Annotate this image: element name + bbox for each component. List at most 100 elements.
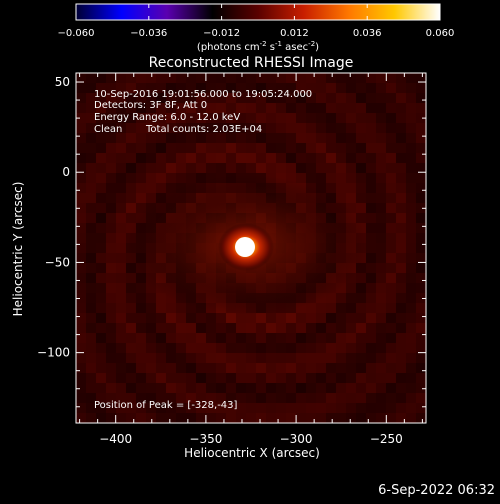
- heatmap-cell: [256, 373, 266, 383]
- heatmap-cell: [76, 93, 86, 103]
- heatmap-cell: [296, 363, 306, 373]
- heatmap-cell: [246, 363, 256, 373]
- heatmap-cell: [336, 153, 346, 163]
- heatmap-cell: [416, 293, 426, 303]
- y-tick-label: −50: [45, 255, 70, 269]
- heatmap-cell: [386, 243, 396, 253]
- heatmap-cell: [286, 363, 296, 373]
- heatmap-cell: [156, 303, 166, 313]
- heatmap-cell: [366, 383, 376, 393]
- heatmap-cell: [256, 103, 266, 113]
- heatmap-cell: [356, 283, 366, 293]
- heatmap-cell: [336, 103, 346, 113]
- heatmap-cell: [186, 303, 196, 313]
- heatmap-cell: [386, 223, 396, 233]
- heatmap-cell: [116, 83, 126, 93]
- heatmap-cell: [226, 153, 236, 163]
- heatmap-cell: [126, 293, 136, 303]
- heatmap-cell: [166, 363, 176, 373]
- heatmap-cell: [366, 313, 376, 323]
- heatmap-cell: [396, 263, 406, 273]
- heatmap-cell: [336, 413, 346, 423]
- heatmap-cell: [406, 73, 416, 83]
- heatmap-cell: [146, 363, 156, 373]
- heatmap-cell: [416, 363, 426, 373]
- heatmap-cell: [126, 163, 136, 173]
- heatmap-cell: [76, 333, 86, 343]
- heatmap-cell: [326, 73, 336, 83]
- heatmap-cell: [336, 113, 346, 123]
- heatmap-cell: [146, 193, 156, 203]
- heatmap-cell: [396, 193, 406, 203]
- heatmap-cell: [396, 313, 406, 323]
- heatmap-cell: [276, 403, 286, 413]
- heatmap-cell: [116, 183, 126, 193]
- heatmap-cell: [306, 163, 316, 173]
- heatmap-cell: [376, 173, 386, 183]
- heatmap-cell: [156, 163, 166, 173]
- heatmap-cell: [106, 213, 116, 223]
- heatmap-cell: [206, 123, 216, 133]
- heatmap-cell: [86, 133, 96, 143]
- heatmap-cell: [106, 143, 116, 153]
- heatmap-cell: [376, 393, 386, 403]
- heatmap-cell: [116, 93, 126, 103]
- heatmap-cell: [406, 273, 416, 283]
- heatmap-cell: [416, 273, 426, 283]
- heatmap-cell: [186, 83, 196, 93]
- heatmap-cell: [106, 163, 116, 173]
- heatmap-cell: [316, 173, 326, 183]
- heatmap-cell: [76, 293, 86, 303]
- heatmap-cell: [146, 383, 156, 393]
- heatmap-cell: [226, 413, 236, 423]
- heatmap-cell: [76, 223, 86, 233]
- heatmap-cell: [176, 373, 186, 383]
- heatmap-cell: [276, 373, 286, 383]
- heatmap-cell: [406, 353, 416, 363]
- heatmap-cell: [116, 303, 126, 313]
- heatmap-cell: [356, 193, 366, 203]
- heatmap-cell: [346, 103, 356, 113]
- heatmap-cell: [386, 283, 396, 293]
- heatmap-cell: [406, 293, 416, 303]
- heatmap-cell: [166, 183, 176, 193]
- heatmap-cell: [106, 383, 116, 393]
- heatmap-cell: [236, 323, 246, 333]
- heatmap-cell: [386, 293, 396, 303]
- heatmap-cell: [176, 153, 186, 163]
- heatmap-cell: [106, 323, 116, 333]
- heatmap-cell: [406, 143, 416, 153]
- x-tick-label: −300: [280, 432, 313, 446]
- heatmap-cell: [76, 263, 86, 273]
- heatmap-cell: [136, 343, 146, 353]
- heatmap-cell: [406, 333, 416, 343]
- heatmap-cell: [116, 253, 126, 263]
- heatmap-cell: [96, 223, 106, 233]
- axes: −400 −350 −300 −250 50 0 −50 −100: [37, 73, 426, 446]
- heatmap-cell: [236, 93, 246, 103]
- heatmap-cell: [246, 83, 256, 93]
- heatmap-cell: [286, 103, 296, 113]
- heatmap-cell: [256, 413, 266, 423]
- heatmap-cell: [356, 203, 366, 213]
- heatmap-cell: [326, 323, 336, 333]
- colorbar-tick-label: −0.036: [130, 28, 167, 39]
- heatmap-cell: [116, 413, 126, 423]
- heatmap-cell: [376, 383, 386, 393]
- heatmap-cell: [406, 233, 416, 243]
- heatmap-cell: [196, 343, 206, 353]
- heatmap-cell: [146, 123, 156, 133]
- heatmap-cell: [176, 103, 186, 113]
- heatmap-cell: [156, 413, 166, 423]
- annotation-detectors: Detectors: 3F 8F, Att 0: [94, 100, 207, 111]
- heatmap-cell: [406, 193, 416, 203]
- heatmap-cell: [346, 183, 356, 193]
- heatmap-cell: [416, 123, 426, 133]
- heatmap-cell: [286, 93, 296, 103]
- heatmap-cell: [416, 263, 426, 273]
- heatmap-cell: [256, 133, 266, 143]
- heatmap-cell: [416, 233, 426, 243]
- heatmap-cell: [386, 153, 396, 163]
- heatmap-cell: [346, 383, 356, 393]
- heatmap-cell: [306, 373, 316, 383]
